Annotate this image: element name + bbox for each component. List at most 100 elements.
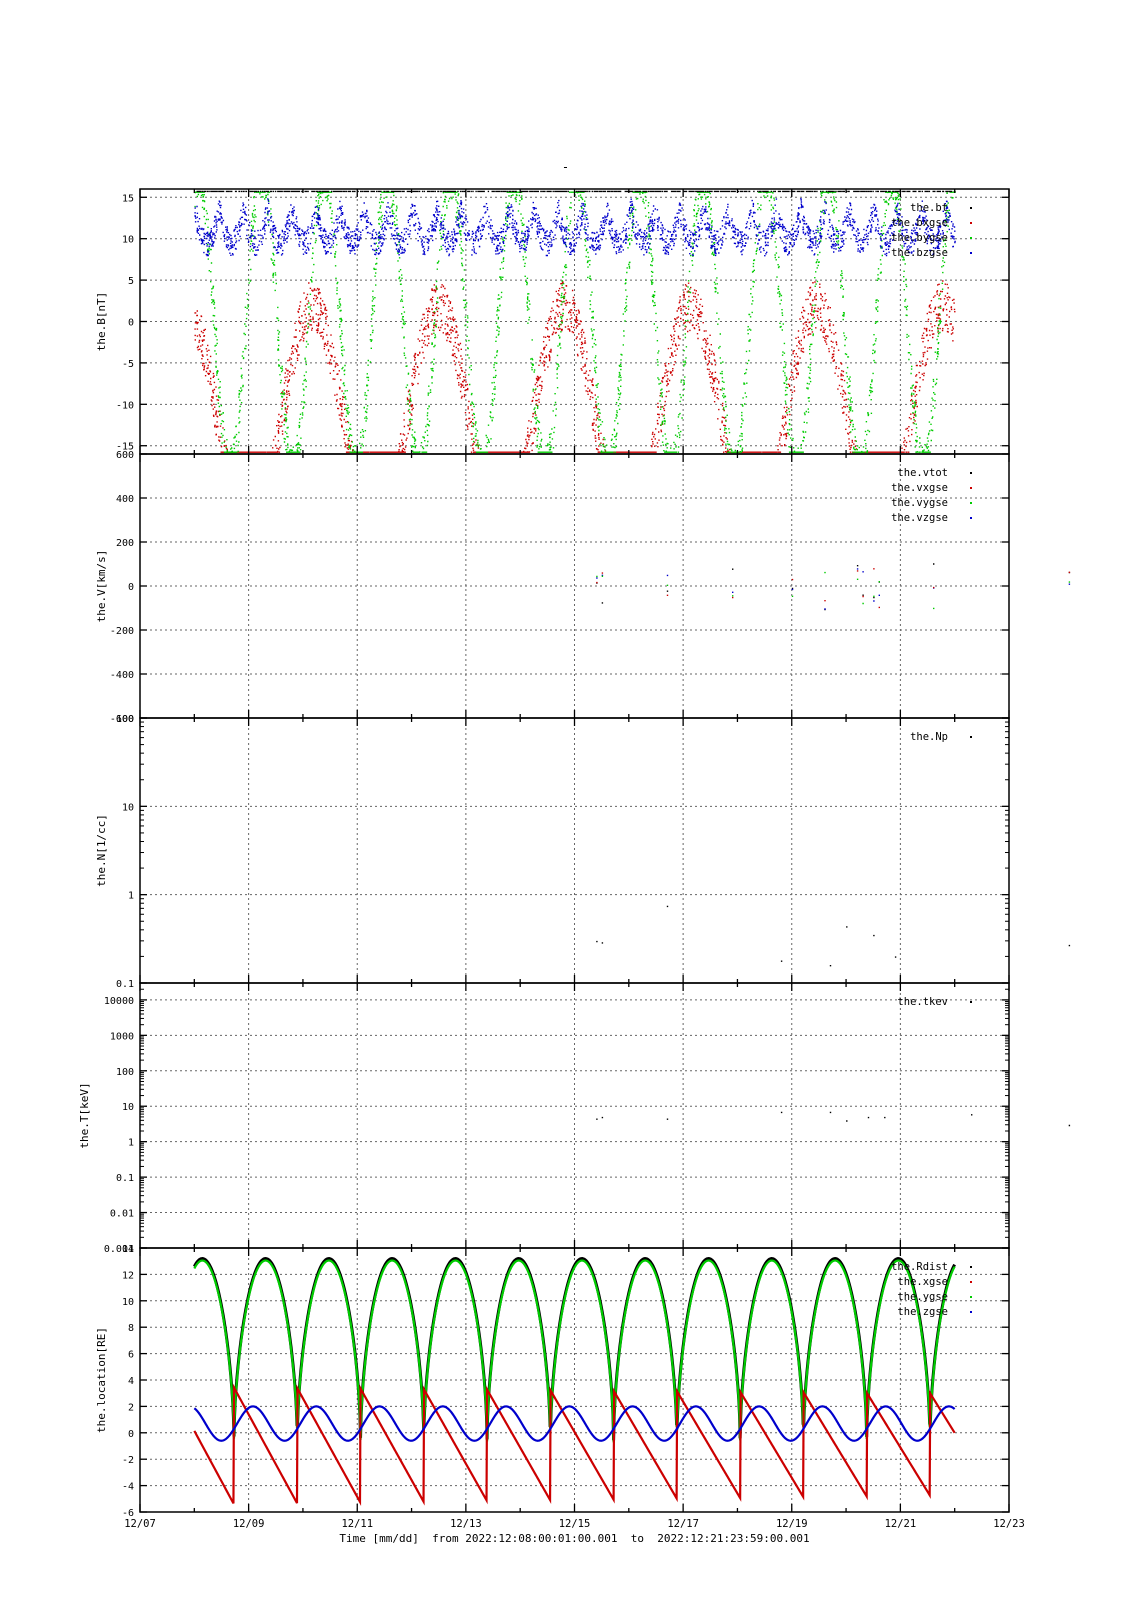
- y-tick-label: -10: [116, 400, 134, 411]
- legend: the.tkev: [897, 996, 972, 1008]
- y-tick-label: -400: [110, 670, 134, 681]
- grid: [140, 1248, 1009, 1512]
- legend-label: the.vtot: [897, 467, 948, 479]
- series-group: [596, 563, 1071, 611]
- series-group: [596, 1111, 1071, 1127]
- panel-5: 14 12 10 8 6 4 2 0 -2 -4 -6 the.location[RE] the.Rdi…: [95, 1244, 1010, 1519]
- y-axis: 14 12 10 8 6 4 2 0 -2 -4 -6: [122, 1244, 1009, 1519]
- legend-label: the.vzgse: [891, 512, 948, 524]
- y-tick-label: 0: [128, 318, 134, 329]
- legend-label: the.bzgse: [891, 247, 948, 259]
- legend-label: the.Np: [910, 731, 948, 743]
- legend-label: the.vygse: [891, 497, 948, 509]
- y-tick-label: 1: [128, 1138, 134, 1149]
- x-axis-labels: 12/07 12/09 12/11 12/13 12/15 12/17 12/19 12/21…: [124, 1518, 1025, 1530]
- y-tick-label: 10: [122, 235, 134, 246]
- legend-marker: [970, 1266, 972, 1268]
- y-tick-label: 100: [116, 1067, 134, 1078]
- y-tick-label: -5: [122, 359, 134, 370]
- legend-marker: [970, 472, 972, 474]
- series-zgse: [193, 1405, 956, 1442]
- series-Np: [596, 905, 1071, 967]
- y-tick-label: 10000: [104, 996, 134, 1007]
- legend-marker: [970, 487, 972, 489]
- y-tick-label: 0.001: [104, 1244, 134, 1255]
- x-tick-label: 12/13: [450, 1518, 482, 1530]
- y-tick-label: -4: [122, 1482, 134, 1493]
- legend-label: the.ygse: [897, 1291, 948, 1303]
- y-tick-label: -6: [122, 1508, 134, 1519]
- legend-label: the.xgse: [897, 1276, 948, 1288]
- x-ticks: [139, 1248, 1010, 1512]
- y-tick-label: 10: [122, 802, 134, 813]
- legend-marker: [970, 237, 972, 239]
- series-bt: [196, 190, 956, 193]
- x-tick-label: 12/15: [559, 1518, 591, 1530]
- legend-label: the.tkev: [897, 996, 948, 1008]
- y-tick-label: 0.01: [110, 1209, 134, 1220]
- x-ticks: [139, 454, 1010, 718]
- x-tick-label: 12/11: [341, 1518, 373, 1530]
- legend-marker: [970, 1281, 972, 1283]
- y-tick-label: 600: [116, 450, 134, 461]
- y-tick-label: 5: [128, 276, 134, 287]
- y-tick-label: 0.1: [116, 979, 134, 990]
- y-tick-label: 14: [122, 1244, 134, 1255]
- legend-label: the.zgse: [897, 1306, 948, 1318]
- x-tick-label: 12/21: [885, 1518, 917, 1530]
- y-tick-label: 0: [128, 1429, 134, 1440]
- x-tick-label: 12/09: [233, 1518, 265, 1530]
- legend-marker: [970, 1296, 972, 1298]
- y-tick-label: 6: [128, 1350, 134, 1361]
- series-group: [194, 190, 956, 453]
- legend-marker: [970, 1001, 972, 1003]
- y-tick-label: 2: [128, 1402, 134, 1413]
- y-tick-label: 200: [116, 538, 134, 549]
- grid: [140, 983, 1009, 1248]
- series-group: [193, 1257, 956, 1506]
- series-group: [596, 905, 1071, 967]
- y-tick-label: -200: [110, 626, 134, 637]
- y-tick-label: 12: [122, 1270, 134, 1281]
- legend-label: the.bxgse: [891, 217, 948, 229]
- legend-marker: [970, 207, 972, 209]
- panel-1: 151050-5-10-15the.B[nT]the.btthe.bxgseth…: [95, 188, 1010, 455]
- legend-marker: [970, 736, 972, 738]
- series-ygse: [193, 1259, 956, 1443]
- legend: the.vtot the.vxgse the.vygse the.vzgse: [891, 467, 972, 524]
- y-tick-label: 15: [122, 193, 134, 204]
- series-tkev: [596, 1111, 1071, 1127]
- y-tick-label: 10: [122, 1102, 134, 1113]
- series-bzgse: [194, 198, 956, 257]
- grid: [140, 718, 1009, 983]
- y-axis: 15 10 5 0 -5 -10 -15: [116, 193, 1009, 453]
- series-vzgse: [596, 568, 1071, 610]
- grid: [140, 189, 1009, 454]
- time-axis-caption: Time [mm/dd] from 2022:12:08:00:01:00.00…: [339, 1532, 810, 1545]
- y-tick-label: 1000: [110, 1031, 134, 1042]
- y-tick-label: 8: [128, 1323, 134, 1334]
- legend-marker: [970, 252, 972, 254]
- x-tick-label: 12/23: [993, 1518, 1025, 1530]
- y-axis-label: the.N[1/cc]: [95, 814, 108, 887]
- panel-2: 600 400 200 0 -200 -400 -600 the.V[km/s] the.vto…: [95, 450, 1071, 725]
- y-axis-label: the.V[km/s]: [95, 550, 108, 623]
- y-tick-label: 400: [116, 494, 134, 505]
- y-tick-label: 0: [128, 582, 134, 593]
- y-tick-label: -2: [122, 1455, 134, 1466]
- panel-3: 100 10 1 0.1 the.N[1/cc] the.Np: [95, 714, 1071, 990]
- legend-label: the.vxgse: [891, 482, 948, 494]
- x-ticks: [139, 983, 1010, 1248]
- legend: the.bt the.bxgse the.bygse the.bzgse: [891, 202, 972, 259]
- y-tick-label: 4: [128, 1376, 134, 1387]
- series-vygse: [596, 571, 1071, 610]
- y-axis-label: the.T[keV]: [78, 1082, 91, 1148]
- y-tick-label: 10: [122, 1297, 134, 1308]
- legend-marker: [970, 222, 972, 224]
- x-tick-label: 12/19: [776, 1518, 808, 1530]
- y-tick-label: 100: [116, 714, 134, 725]
- grid: [140, 454, 1009, 718]
- figure-title: -: [561, 160, 570, 174]
- legend-marker: [970, 502, 972, 504]
